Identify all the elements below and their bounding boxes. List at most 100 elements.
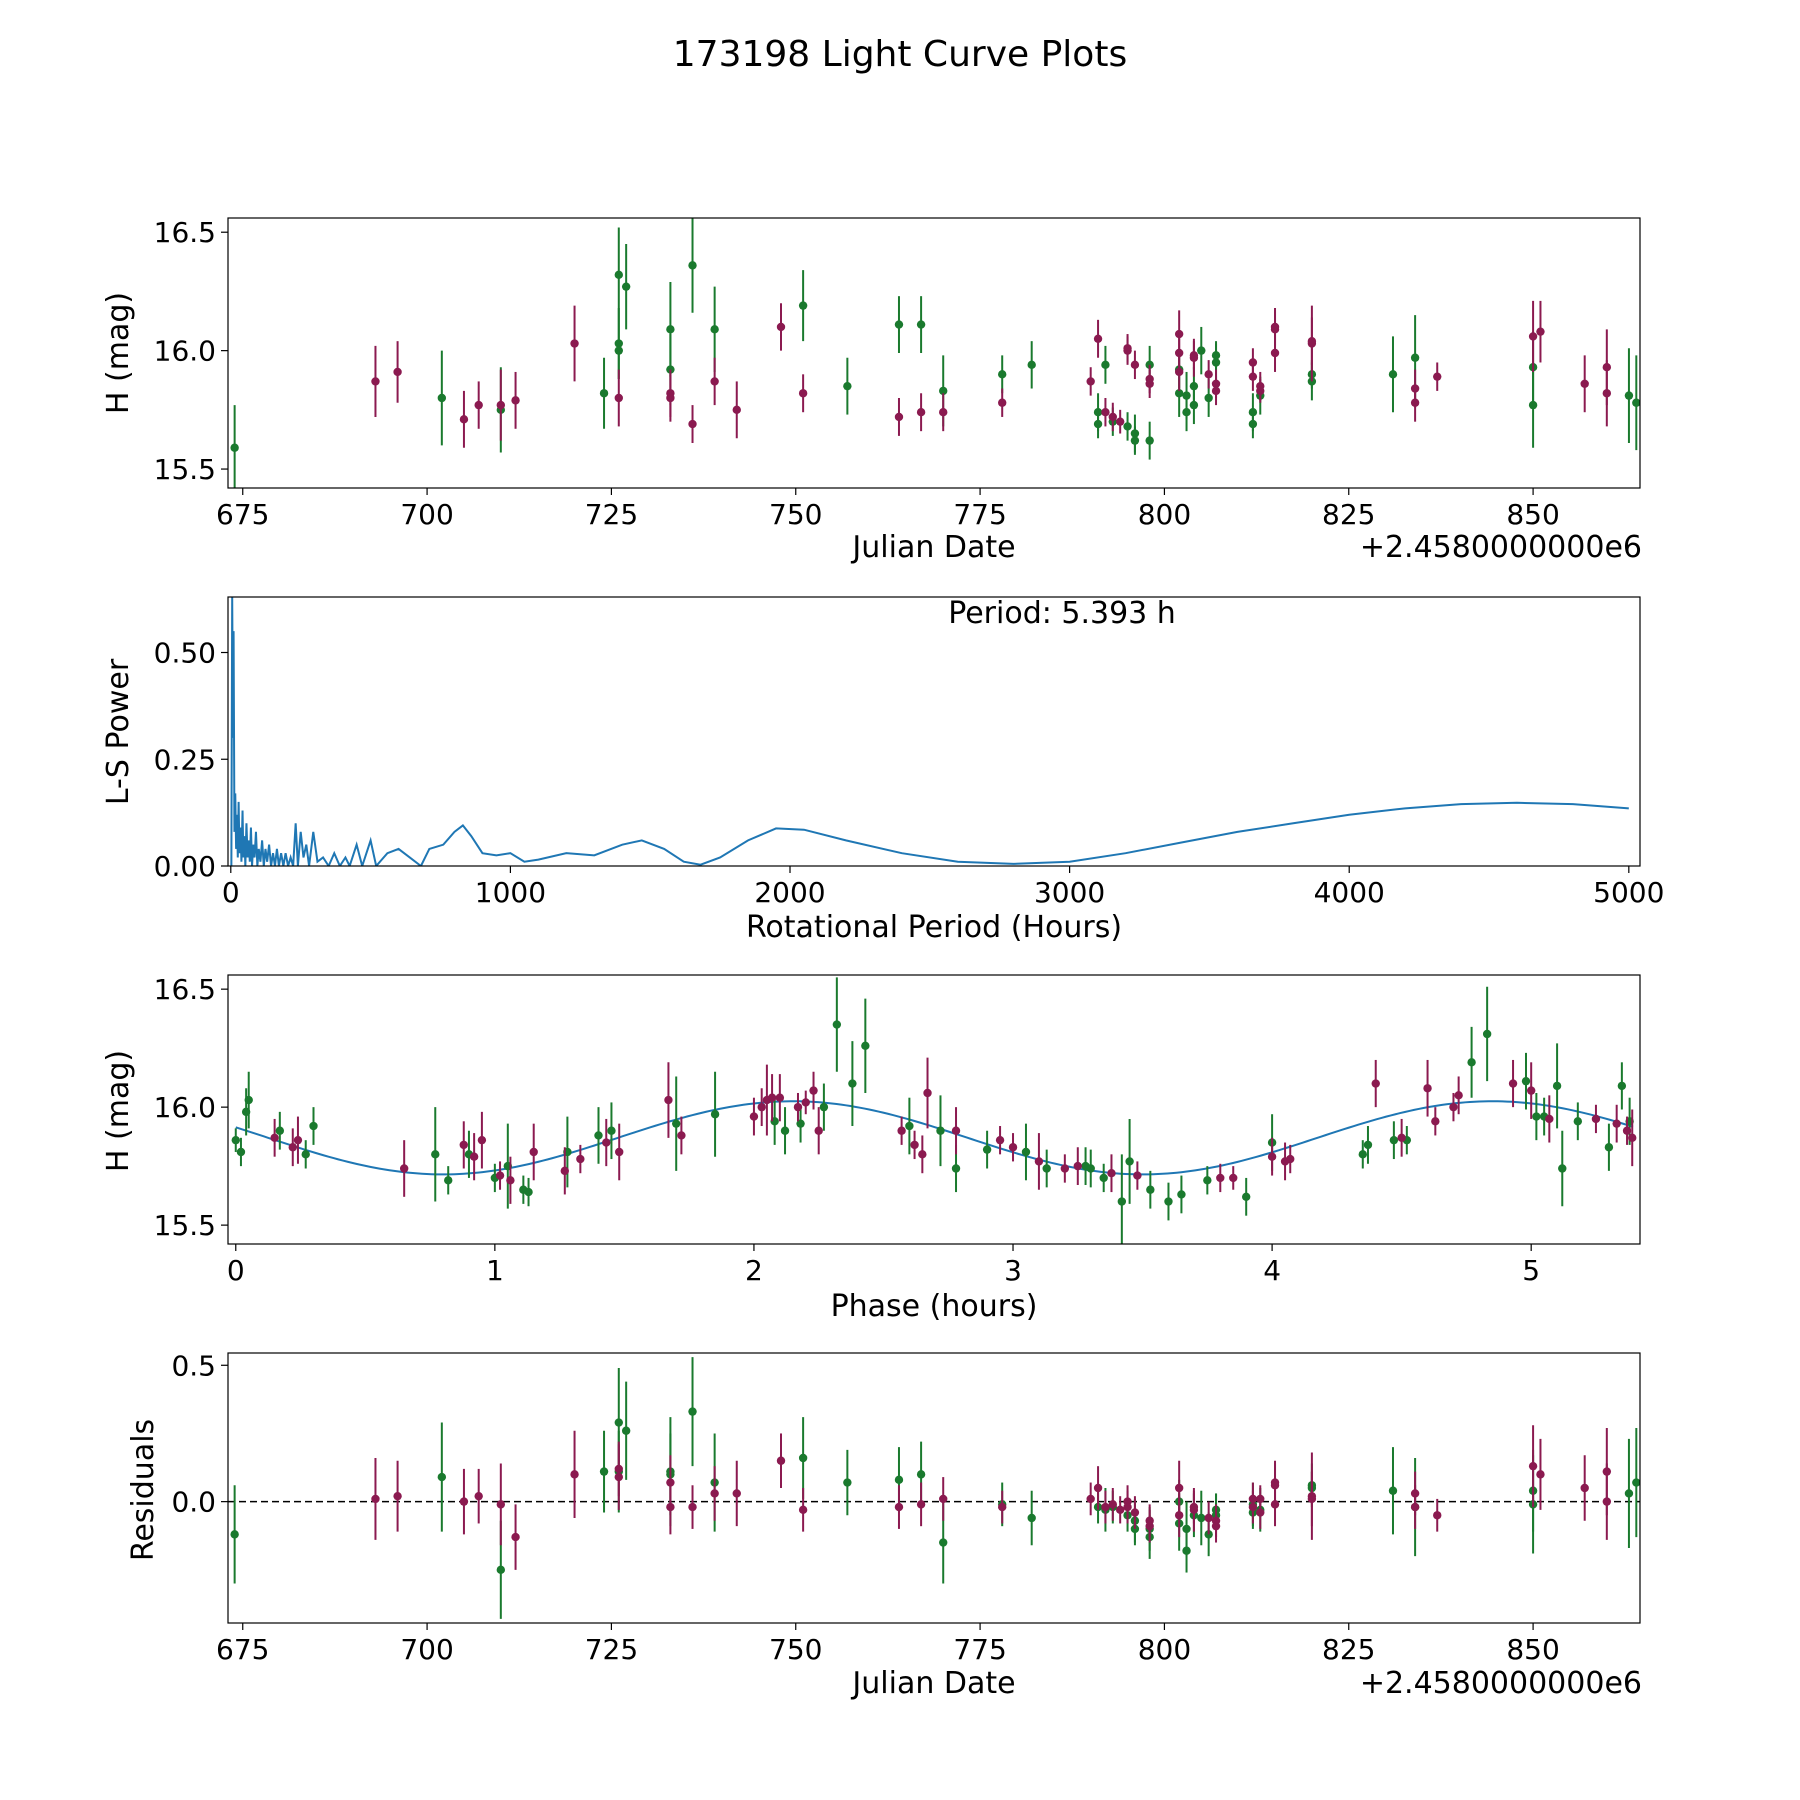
purple-data-point [371,1494,380,1504]
y-tick-label: 16.0 [154,1091,216,1124]
purple-data-point [288,1143,297,1152]
purple-data-point [399,1164,409,1173]
purple-data-point [923,1088,932,1098]
green-data-point [1164,1197,1173,1206]
green-data-point [431,1150,440,1159]
purple-data-point [1145,1516,1154,1525]
purple-data-point [615,1147,624,1157]
purple-data-point [1093,334,1103,343]
green-data-point [309,1121,318,1131]
purple-data-point [809,1086,818,1095]
purple-data-point [1108,1500,1118,1509]
purple-data-point [1591,1114,1601,1124]
purple-data-point [1433,1511,1442,1520]
x-tick-label: 675 [216,498,269,531]
green-data-point [1204,1530,1213,1539]
purple-data-point [916,1500,926,1509]
purple-data-point [897,1126,906,1135]
ls-axes-frame [227,596,1641,867]
green-data-point [905,1121,914,1131]
purple-data-point [477,1135,487,1145]
purple-data-point [998,398,1007,407]
green-data-point [916,1470,926,1479]
x-tick-label: 0 [227,1254,245,1287]
green-data-point [607,1126,616,1135]
purple-data-point [1433,372,1442,381]
purple-data-point [1307,336,1317,346]
purple-data-point [677,1131,686,1140]
purple-data-point [666,1502,675,1512]
purple-data-point [393,1491,402,1501]
green-data-point [1174,389,1184,398]
x-tick-label: 2 [745,1254,763,1287]
green-data-point [939,1538,948,1547]
purple-data-point [1034,1157,1044,1166]
purple-data-point [1602,389,1612,398]
green-data-point [1521,1076,1531,1086]
resid-offset-label: +2.4580000000e6 [1360,1666,1642,1701]
purple-data-point [529,1147,538,1157]
purple-data-point [1248,1502,1258,1512]
purple-data-point [688,419,697,429]
purple-data-point [1536,327,1545,336]
purple-data-point [1189,1502,1199,1512]
purple-data-point [1270,1500,1280,1509]
green-data-point [1093,408,1103,417]
purple-data-point [1145,374,1154,384]
green-data-point [843,1478,852,1487]
x-tick-label: 800 [1138,498,1191,531]
lc-axes-frame [227,217,1641,489]
x-tick-label: 700 [400,498,453,531]
y-tick-label: 0.50 [154,637,216,670]
green-data-point [1358,1150,1367,1159]
y-tick-label: 0.00 [154,850,216,883]
purple-data-point [1073,1161,1082,1171]
purple-data-point [1526,1086,1536,1095]
x-tick-label: 4000 [1314,876,1385,909]
green-data-point [939,386,948,396]
purple-data-point [1174,1511,1184,1520]
resid-axes-frame [227,1352,1641,1624]
purple-data-point [1307,1494,1317,1504]
figure-title: 173198 Light Curve Plots [673,34,1127,75]
purple-data-point [474,400,483,410]
purple-data-point [801,1098,810,1107]
green-data-point [614,346,623,355]
y-tick-label: 15.5 [154,453,216,486]
purple-data-point [1371,1079,1380,1088]
green-data-point [1021,1147,1031,1157]
green-data-point [614,270,623,280]
green-data-point [688,261,697,270]
x-tick-label: 675 [216,1633,269,1666]
green-data-point [230,1530,239,1539]
green-data-point [916,320,926,329]
phase-plot-area [231,977,1637,1244]
x-tick-label: 800 [1138,1633,1191,1666]
purple-data-point [1528,1461,1538,1471]
green-data-point [1117,1197,1127,1206]
green-data-point [832,1020,842,1029]
green-data-point [688,1407,697,1416]
green-data-point [1086,1164,1095,1173]
green-data-point [301,1150,310,1159]
green-data-point [1482,1029,1492,1039]
purple-data-point [1130,1508,1140,1517]
purple-data-point [1101,408,1110,417]
green-data-point [1146,1185,1155,1194]
ls-plot-area [230,597,1629,866]
purple-data-point [798,1505,808,1515]
green-data-point [982,1145,992,1154]
green-data-point [843,381,852,391]
green-data-point [1182,391,1191,400]
green-data-point [1123,422,1132,431]
green-data-point [1573,1117,1583,1126]
purple-data-point [998,1502,1007,1512]
green-data-point [1389,1135,1399,1145]
purple-data-point [506,1176,515,1185]
x-tick-label: 750 [769,1633,822,1666]
green-data-point [437,393,447,403]
purple-data-point [1174,1483,1184,1493]
green-data-point [437,1472,447,1482]
purple-data-point [459,1497,469,1506]
